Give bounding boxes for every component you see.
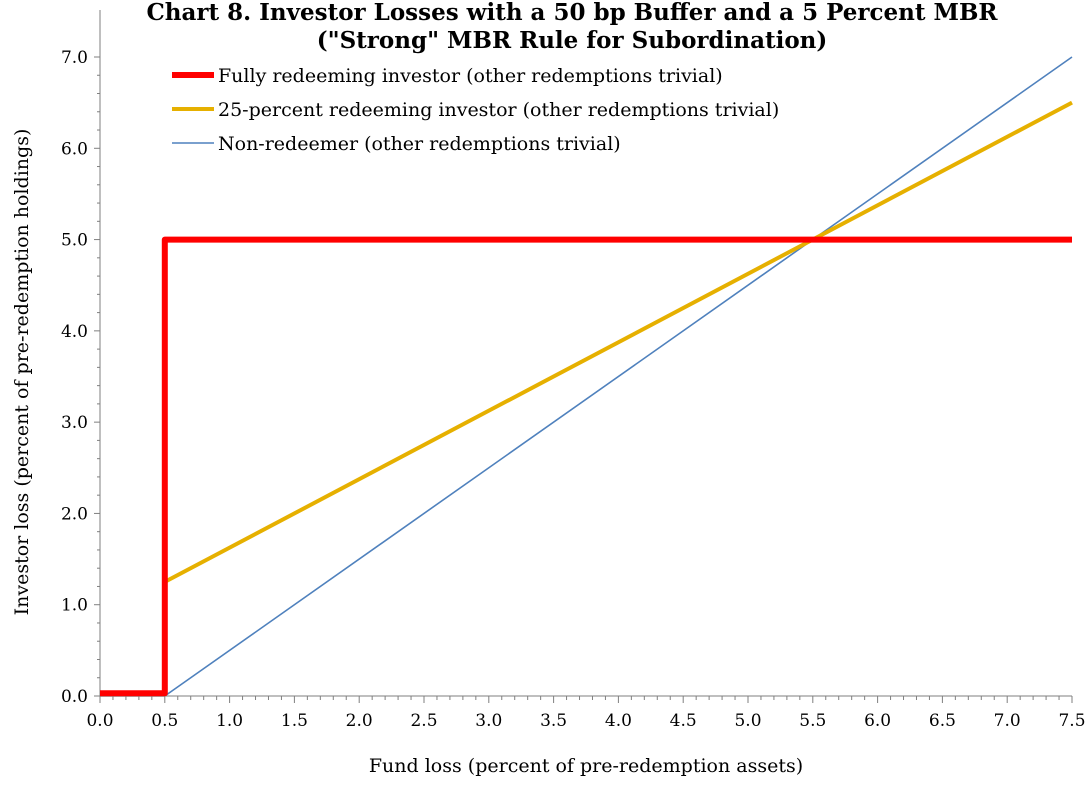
x-tick-label: 1.0 <box>216 711 243 731</box>
x-tick-label: 3.5 <box>540 711 567 731</box>
x-tick-label: 0.5 <box>151 711 178 731</box>
x-tick-label: 4.0 <box>605 711 632 731</box>
series-lines <box>100 56 1073 697</box>
x-tick-label: 6.0 <box>864 711 891 731</box>
axes <box>94 10 1073 703</box>
y-tick-label: 0.0 <box>61 687 88 707</box>
x-tick-label: 1.5 <box>281 711 308 731</box>
y-tick-label: 7.0 <box>61 48 88 68</box>
x-tick-labels: 0.0 0.5 1.0 1.5 2.0 2.5 3.0 3.5 4.0 4.5 5.0 5.5 6.0 6… <box>86 711 1085 731</box>
y-axis-label: Investor loss (percent of pre-redemption… <box>11 129 33 616</box>
y-tick-label: 1.0 <box>61 596 88 616</box>
y-tick-label: 4.0 <box>61 322 88 342</box>
y-tick-label: 6.0 <box>61 139 88 159</box>
y-tick-label: 2.0 <box>61 504 88 524</box>
x-tick-label: 2.5 <box>410 711 437 731</box>
x-tick-label: 2.0 <box>346 711 373 731</box>
legend: Fully redeeming investor (other redempti… <box>172 65 779 155</box>
legend-label-3: Non-redeemer (other redemptions trivial) <box>218 133 621 155</box>
y-tick-labels: 0.0 1.0 2.0 3.0 4.0 5.0 6.0 7.0 <box>61 48 88 707</box>
y-tick-label: 5.0 <box>61 231 88 251</box>
x-tick-label: 4.5 <box>670 711 697 731</box>
x-tick-label: 0.0 <box>86 711 113 731</box>
x-tick-label: 5.0 <box>734 711 761 731</box>
x-tick-label: 5.5 <box>799 711 826 731</box>
chart-title-line-2: ("Strong" MBR Rule for Subordination) <box>317 27 828 54</box>
legend-label-2: 25-percent redeeming investor (other red… <box>218 99 779 121</box>
chart-title: Chart 8. Investor Losses with a 50 bp Bu… <box>146 0 998 54</box>
series-line-1 <box>100 236 1072 697</box>
x-tick-label: 6.5 <box>929 711 956 731</box>
x-axis-label: Fund loss (percent of pre-redemption ass… <box>369 755 803 777</box>
y-tick-label: 3.0 <box>61 413 88 433</box>
x-tick-label: 7.5 <box>1058 711 1085 731</box>
x-tick-label: 3.0 <box>475 711 502 731</box>
legend-label-1: Fully redeeming investor (other redempti… <box>218 65 723 87</box>
chart-title-line-1: Chart 8. Investor Losses with a 50 bp Bu… <box>146 0 998 26</box>
x-tick-label: 7.0 <box>994 711 1021 731</box>
